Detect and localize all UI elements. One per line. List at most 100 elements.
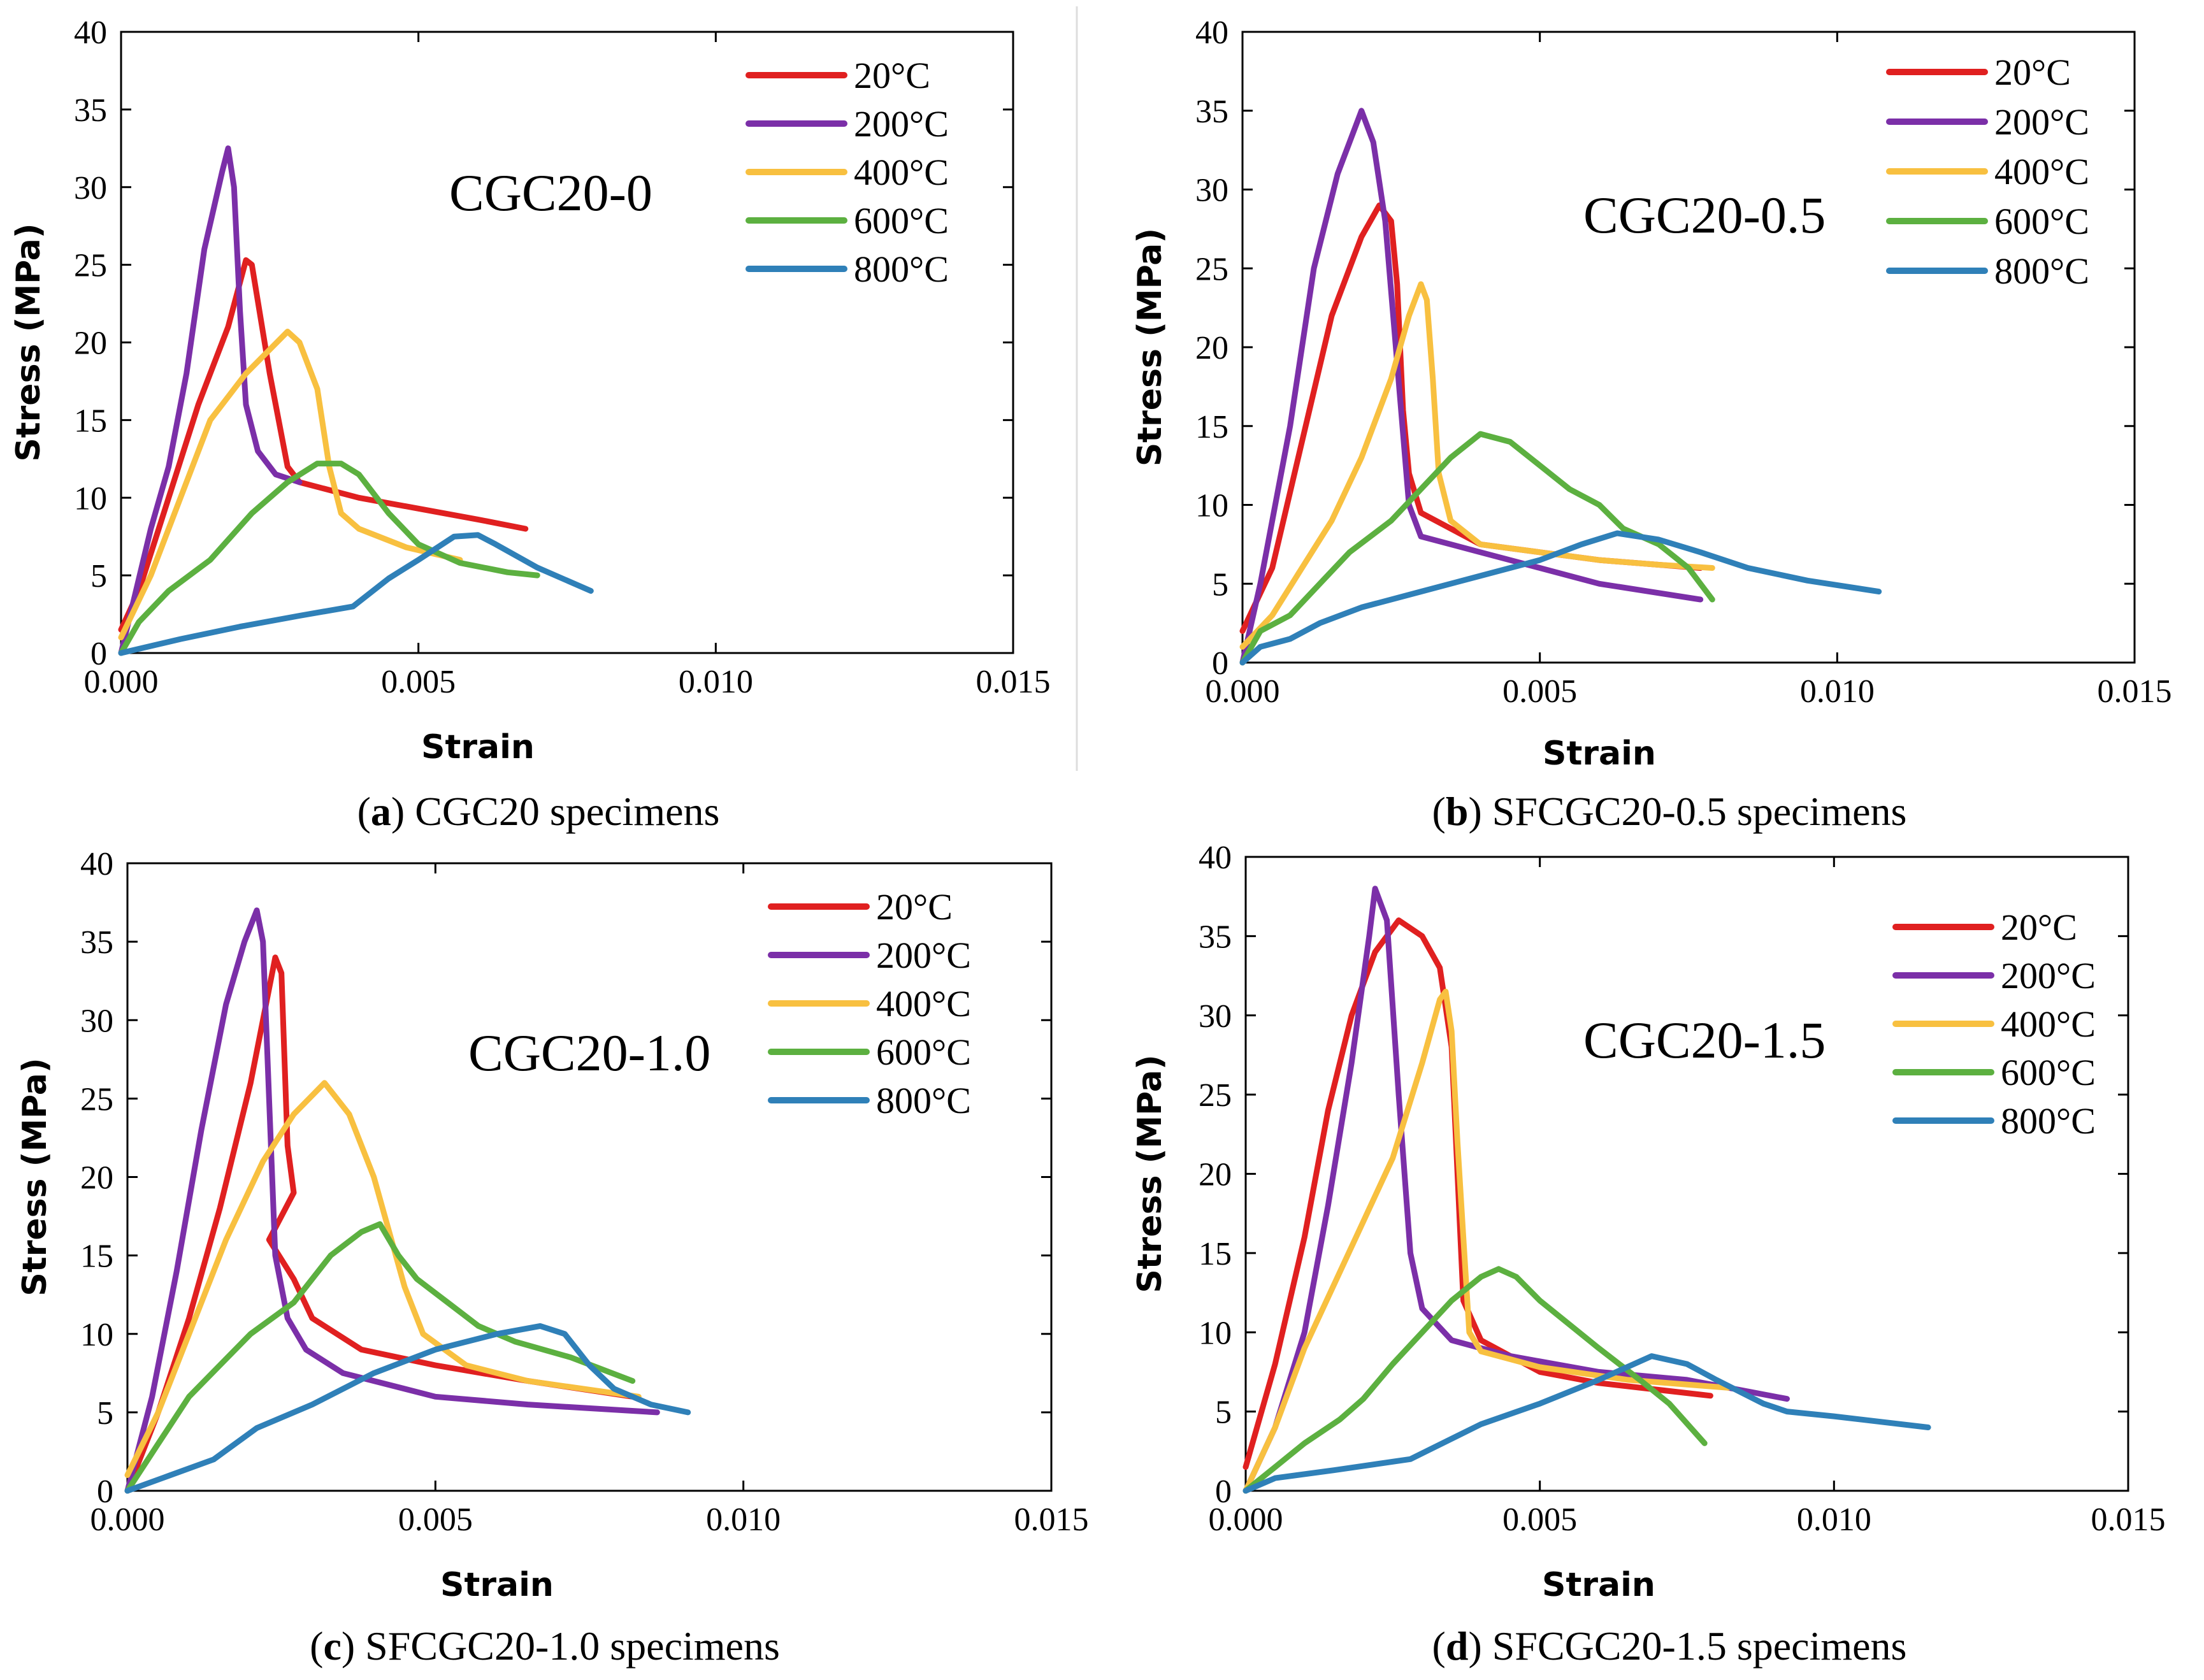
y-tick-label: 15 [1199, 1236, 1232, 1272]
legend-label: 200°C [1994, 101, 2089, 143]
series-line-200c [118, 145, 303, 656]
panel-caption: (c) SFCGC20-1.0 specimens [310, 1623, 780, 1669]
y-tick-label: 5 [90, 558, 107, 594]
x-tick-label: 0.005 [1502, 1502, 1577, 1538]
y-tick-label: 0 [97, 1474, 113, 1510]
x-tick-label: 0.010 [1797, 1502, 1871, 1538]
x-tick-label: 0.015 [976, 664, 1051, 700]
y-tick-label: 25 [74, 248, 107, 284]
series-line-800c [1242, 1353, 1931, 1494]
y-tick-label: 10 [80, 1317, 113, 1353]
y-tick-label: 20 [80, 1160, 113, 1196]
legend-label: 800°C [854, 248, 949, 290]
legend-label: 20°C [854, 55, 930, 96]
series-line-20c [118, 257, 529, 633]
legend-label: 400°C [1994, 151, 2089, 192]
y-tick-label: 10 [1199, 1315, 1232, 1351]
x-tick-label: 0.005 [1502, 673, 1577, 710]
panel-caption: (b) SFCGC20-0.5 specimens [1432, 789, 1907, 834]
y-tick-label: 5 [1215, 1395, 1232, 1431]
y-axis-label: Stress (MPa) [10, 223, 48, 461]
legend-label: 800°C [876, 1080, 971, 1121]
y-axis-label: Stress (MPa) [1131, 1054, 1169, 1293]
plot-title: CGC20-0.5 [1583, 186, 1826, 244]
y-tick-label: 40 [1199, 840, 1232, 876]
y-tick-label: 25 [1195, 251, 1228, 287]
y-tick-label: 20 [1199, 1157, 1232, 1193]
y-tick-label: 5 [97, 1395, 113, 1432]
x-axis-label: Strain [440, 1566, 554, 1604]
series-line-800c [118, 532, 594, 656]
x-tick-label: 0.000 [1209, 1502, 1283, 1538]
series-line-600c [118, 461, 540, 656]
legend-label: 800°C [2001, 1100, 2096, 1142]
legend-label: 20°C [876, 886, 953, 928]
legend-label: 400°C [2001, 1003, 2096, 1045]
y-tick-label: 15 [1195, 409, 1228, 445]
y-tick-label: 35 [1195, 94, 1228, 130]
legend-label: 600°C [1994, 201, 2089, 242]
y-axis-label: Stress (MPa) [1131, 228, 1169, 466]
x-tick-label: 0.000 [1206, 673, 1280, 710]
legend-label: 200°C [2001, 955, 2096, 996]
x-tick-label: 0.010 [1800, 673, 1875, 710]
plot-title: CGC20-1.5 [1583, 1011, 1826, 1069]
chart-panel-c: 0 5 10 15 20 25 30 35 40 0.000 0.005 0.010 0.015 Stra… [16, 846, 1089, 1669]
y-tick-label: 10 [74, 480, 107, 517]
legend-label: 600°C [2001, 1052, 2096, 1093]
y-tick-label: 15 [80, 1238, 113, 1275]
series-line-20c [124, 954, 636, 1494]
y-tick-label: 30 [1195, 173, 1228, 209]
legend-label: 400°C [876, 983, 971, 1024]
series-line-600c [1242, 1266, 1708, 1494]
x-axis-label: Strain [421, 728, 535, 766]
y-tick-label: 25 [1199, 1077, 1232, 1114]
y-tick-label: 40 [80, 846, 113, 882]
x-tick-label: 0.000 [84, 664, 159, 700]
y-tick-label: 30 [74, 170, 107, 206]
x-tick-label: 0.005 [398, 1502, 473, 1538]
panel-caption: (a) CGC20 specimens [357, 789, 720, 834]
y-tick-label: 40 [74, 15, 107, 51]
y-tick-label: 35 [80, 924, 113, 961]
series-line-400c [118, 328, 463, 641]
plot-title: CGC20-0 [449, 164, 652, 222]
series-line-800c [124, 1323, 691, 1494]
x-tick-label: 0.010 [706, 1502, 781, 1538]
y-tick-label: 35 [74, 92, 107, 129]
y-tick-label: 0 [90, 636, 107, 672]
x-tick-label: 0.005 [381, 664, 456, 700]
series-line-200c [124, 907, 660, 1494]
chart-panel-a: 0 5 10 15 20 25 30 35 40 0.000 0.005 0.010 0.015 Stra… [10, 15, 1051, 834]
x-tick-label: 0.015 [1014, 1502, 1089, 1538]
legend-label: 20°C [1994, 52, 2071, 93]
x-tick-label: 0.010 [679, 664, 753, 700]
legend-label: 800°C [1994, 250, 2089, 292]
y-tick-label: 0 [1215, 1474, 1232, 1510]
y-axis-label: Stress (MPa) [16, 1058, 54, 1296]
x-tick-label: 0.015 [2098, 673, 2172, 710]
series-line-400c [1242, 988, 1731, 1494]
x-tick-label: 0.015 [2091, 1502, 2166, 1538]
y-tick-label: 0 [1212, 645, 1228, 682]
x-tick-label: 0.000 [90, 1502, 165, 1538]
chart-panel-d: 0 5 10 15 20 25 30 35 40 0.000 0.005 0.010 0.015 Stra… [1131, 840, 2166, 1669]
series-line-800c [1239, 530, 1882, 666]
y-tick-label: 40 [1195, 15, 1228, 51]
series-line-200c [1242, 886, 1790, 1494]
y-tick-label: 20 [74, 326, 107, 362]
panel-caption: (d) SFCGC20-1.5 specimens [1432, 1623, 1907, 1669]
legend-label: 600°C [854, 200, 949, 241]
y-tick-label: 15 [74, 403, 107, 439]
legend-label: 600°C [876, 1031, 971, 1073]
legend-label: 20°C [2001, 907, 2077, 948]
y-tick-label: 5 [1212, 566, 1228, 603]
panels: 0 5 10 15 20 25 30 35 40 0.000 0.005 0.010 0.015 Stra… [10, 15, 2172, 1669]
x-axis-label: Strain [1543, 735, 1656, 773]
x-axis-label: Strain [1542, 1566, 1655, 1604]
series-line-400c [124, 1080, 642, 1478]
legend-label: 200°C [854, 103, 949, 145]
y-tick-label: 25 [80, 1081, 113, 1117]
y-tick-label: 30 [80, 1003, 113, 1039]
